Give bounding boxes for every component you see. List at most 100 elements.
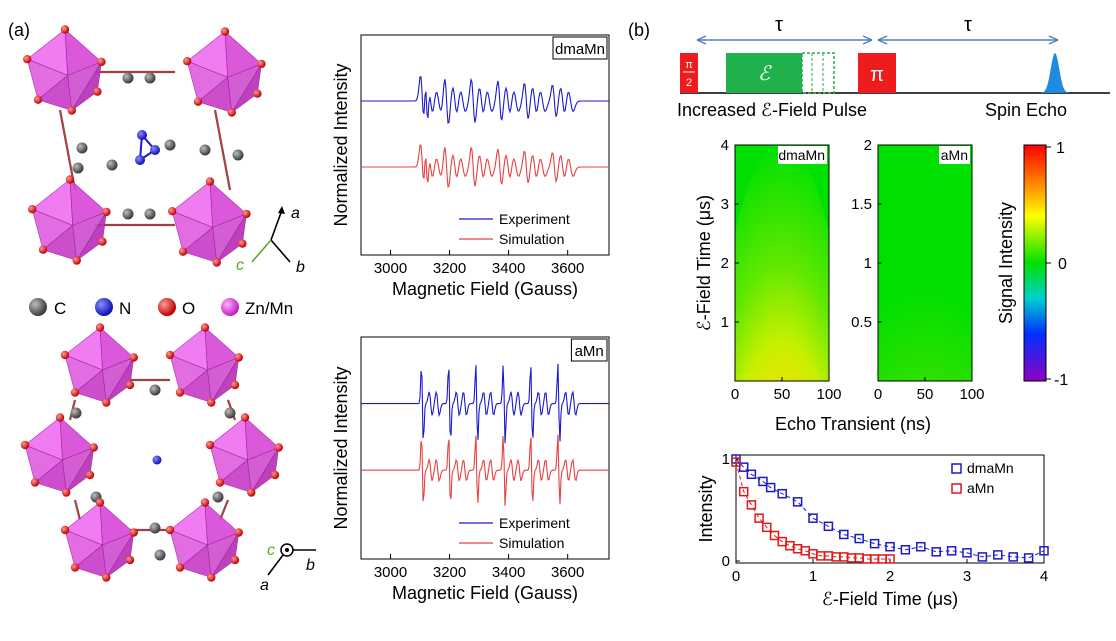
fit-line-aMn (735, 461, 890, 560)
oxygen-atom (220, 27, 230, 36)
carbon-atom (154, 549, 166, 561)
e-field-pulse (726, 53, 802, 93)
crystal-structure-bottom (20, 323, 283, 582)
carbon-atom (144, 208, 156, 220)
oxygen-atom (95, 323, 105, 332)
legend-label-experiment: Experiment (499, 211, 570, 227)
y-tick-label: 1 (722, 451, 730, 468)
oxygen-atom (20, 440, 30, 450)
oxygen-atom (102, 573, 111, 582)
legend-label-experiment: Experiment (499, 515, 570, 531)
panel-b-label: (b) (628, 20, 650, 40)
oxygen-atom (62, 488, 71, 497)
legend-carbon-ball (29, 298, 47, 316)
oxygen-atom (70, 563, 80, 572)
heatmap-aMn (877, 144, 973, 382)
x-tick-label: 0 (731, 386, 739, 403)
oxygen-atom (165, 525, 175, 535)
spin-echo-shape (1040, 53, 1070, 93)
oxygen-atom (95, 498, 105, 507)
x-tick-label: 2 (886, 568, 894, 585)
x-tick-label: 3400 (492, 260, 525, 277)
pi-half-numerator: π (685, 59, 693, 71)
y-tick-label: 1.5 (851, 196, 872, 213)
oxygen-atom (93, 87, 102, 96)
legend-label-aMn: aMn (967, 480, 994, 496)
heatmap-aMn-axes: aMn 0 50 100 0.5 1 1.5 2 (851, 137, 984, 403)
carbon-atom (149, 522, 161, 534)
oxygen-atom (60, 525, 70, 535)
oxygen-atom (274, 443, 283, 452)
octahedron-face (65, 447, 95, 493)
oxygen-atom (200, 323, 210, 332)
data-point-dmaMn (1008, 552, 1018, 562)
y-tick-label: 1 (721, 314, 729, 331)
data-point-dmaMn (765, 482, 776, 493)
x-tick-label: 0 (874, 386, 882, 403)
spectrum-experiment (361, 76, 609, 124)
carbon-atom (199, 144, 211, 156)
pulse-caption: Increased ℰ-Field Pulse (677, 100, 867, 120)
data-point-aMn (746, 500, 757, 510)
data-point-dmaMn (869, 538, 880, 549)
data-point-dmaMn (993, 550, 1003, 560)
plot-frame (360, 336, 610, 560)
y-axis-label: Intensity (696, 475, 716, 542)
fit-line-dmaMn (735, 458, 1045, 559)
data-point-dmaMn (916, 541, 926, 552)
legend-marker-aMn (951, 483, 962, 494)
nitrogen-atom (152, 455, 162, 465)
x-tick-label: 3200 (433, 260, 466, 277)
colorbar-gradient (1023, 144, 1047, 382)
data-point-dmaMn (792, 497, 803, 507)
carbon-atom (122, 208, 134, 220)
carbon-atom (232, 149, 244, 161)
axis-b-label: b (296, 259, 305, 276)
oxygen-atom (67, 106, 76, 115)
legend-label-dmaMn: dmaMn (967, 460, 1014, 476)
decay-chart: 0 1 2 3 4 0 1 ℰ-Field Time (μs) Intensity dmaMn aM… (696, 451, 1049, 609)
axis-c-label-bottom: c (267, 542, 275, 559)
oxygen-atom (129, 353, 138, 362)
oxygen-atom (227, 108, 236, 117)
data-point-aMn (731, 457, 741, 467)
octahedron-face (76, 211, 107, 261)
y-tick-label: 3 (721, 196, 729, 213)
x-tick-label: 3 (963, 568, 971, 585)
octahedron-face (105, 532, 135, 578)
legend-label-simulation: Simulation (499, 231, 564, 247)
x-tick-label: 100 (816, 386, 841, 403)
oxygen-atom (125, 380, 135, 390)
axis-a-arrow (270, 209, 283, 241)
sample-tag: dmaMn (555, 41, 605, 58)
oxygen-atom (193, 97, 203, 106)
colorbar-tick-max: 1 (1056, 140, 1065, 157)
axis-c-label: c (236, 257, 244, 274)
oxygen-atom (168, 207, 177, 216)
legend-oxygen-label: O (182, 299, 195, 318)
atom-legend: C N O Zn/Mn (29, 298, 293, 318)
panel-a-label: (a) (8, 20, 30, 40)
octahedron-face (231, 63, 262, 113)
spectrum-simulation (361, 434, 609, 506)
data-point-dmaMn (1023, 553, 1034, 563)
x-tick-label: 50 (774, 386, 791, 403)
oxygen-atom (102, 398, 111, 407)
carbon-atom (122, 72, 134, 84)
data-point-aMn (885, 554, 895, 564)
data-point-aMn (762, 522, 772, 533)
data-point-aMn (769, 530, 780, 541)
axis-a-arrowhead (278, 206, 285, 214)
oxygen-atom (30, 478, 40, 487)
carbon-atom (164, 139, 176, 151)
y-axis-label: Normalized Intensity (331, 366, 351, 529)
oxygen-atom (215, 478, 225, 487)
x-axis-label: Magnetic Field (Gauss) (392, 583, 578, 603)
oxygen-atom (183, 57, 192, 66)
epr-chart-dmaMn: 3000 3200 3400 3600 Magnetic Field (Gauss) No… (331, 34, 610, 299)
octahedron-face (210, 357, 240, 403)
carbon-atom (144, 72, 156, 84)
oxygen-atom (85, 470, 95, 480)
